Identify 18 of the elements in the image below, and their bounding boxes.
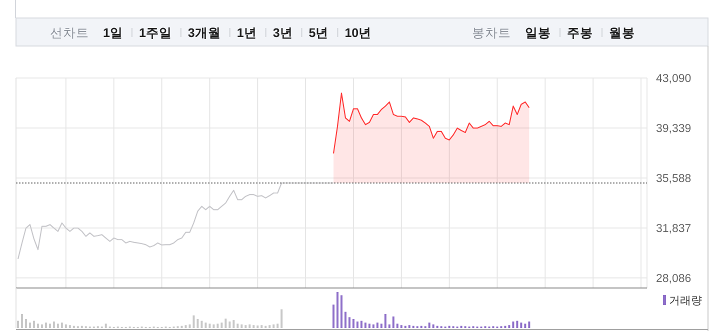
text: 일봉 xyxy=(525,26,551,40)
text: 주봉 xyxy=(567,26,593,40)
text: 10년 xyxy=(344,26,372,40)
text: 봉차트 xyxy=(472,26,511,40)
y-tick-label: 35,588 xyxy=(656,172,692,185)
legend-label: 거래량 xyxy=(669,295,702,307)
y-tick-label: 39,339 xyxy=(656,122,692,135)
text: 5년 xyxy=(308,26,329,40)
y-tick-label: 31,837 xyxy=(656,222,692,235)
text: 월봉 xyxy=(609,26,635,40)
text: 3개월 xyxy=(188,26,221,40)
y-tick-label: 43,090 xyxy=(656,73,692,85)
text: 1주일 xyxy=(138,26,172,40)
text: 3년 xyxy=(272,26,293,40)
y-tick-label: 28,086 xyxy=(656,272,692,285)
text: 선차트 xyxy=(50,26,89,40)
text: 1년 xyxy=(236,26,257,40)
text: 1일 xyxy=(103,26,123,40)
